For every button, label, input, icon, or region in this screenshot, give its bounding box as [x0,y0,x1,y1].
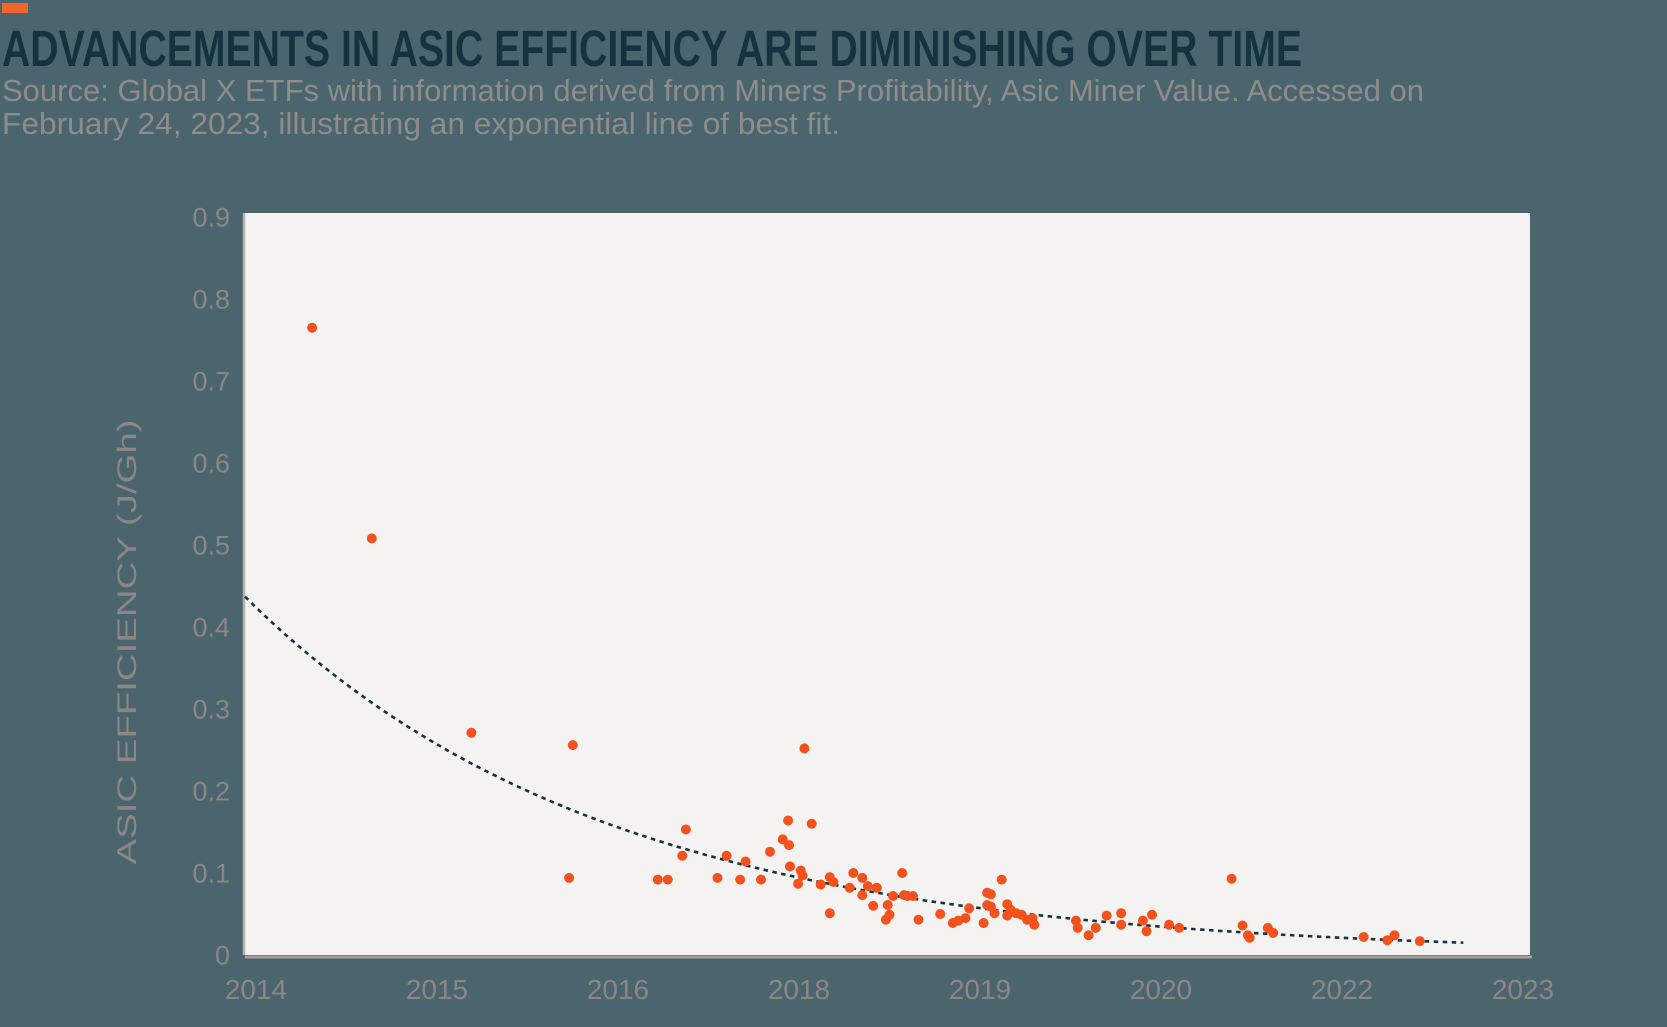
data-point [756,874,766,885]
x-tick-label: 2016 [587,974,649,1005]
data-point [913,914,924,925]
data-point [1244,932,1255,943]
data-point [1083,930,1094,941]
data-point [797,870,808,881]
data-point [884,909,895,920]
data-point [960,913,971,924]
data-point [799,743,810,754]
data-point [307,322,318,333]
data-point [1237,920,1248,931]
data-point [857,872,868,883]
y-tick-label: 0.4 [192,613,230,643]
data-point [1072,922,1083,933]
data-point [1226,873,1237,884]
data-point [1147,909,1157,920]
y-tick-label: 0.1 [192,859,230,889]
data-point [712,872,723,883]
data-point [1141,926,1152,937]
y-tick-label: 0.5 [192,531,230,561]
page-title: ADVANCEMENTS IN ASIC EFFICIENCY ARE DIMI… [2,20,1302,77]
data-point [908,891,918,901]
data-point [868,900,879,911]
data-point [785,861,795,872]
data-point [652,874,663,885]
data-point [871,882,882,893]
data-point [1116,908,1127,919]
data-point [783,815,794,826]
data-point [1389,930,1400,941]
x-tick-label: 2018 [768,974,830,1005]
data-point [828,877,839,887]
data-point [882,900,893,910]
y-tick-label: 0.3 [192,695,230,725]
scatter-points [307,322,1425,947]
data-point [1174,922,1185,933]
data-point [1414,936,1425,947]
data-point [815,879,826,890]
data-point [978,918,989,928]
data-point [735,874,746,885]
data-point [366,533,377,544]
data-point [985,889,996,900]
data-point [1358,932,1369,942]
data-point [1090,922,1101,933]
data-point [964,903,975,914]
data-point [857,890,868,901]
data-point [897,868,908,878]
data-point [765,846,775,857]
data-point [848,868,859,878]
data-point [1101,910,1112,921]
data-point [1164,919,1175,930]
data-point [721,850,732,861]
brand-accent-bar [2,3,28,13]
data-point [935,909,946,919]
y-tick-labels: 0 0.1 0.2 0.3 0.4 0.5 0.6 0.7 0.8 0.9 [192,203,230,971]
source-line-2: February 24, 2023, illustrating an expon… [2,106,840,141]
plot-area [245,213,1530,955]
y-tick-label: 0.9 [192,203,230,233]
y-tick-label: 0.2 [192,777,230,807]
x-tick-label: 2020 [1130,974,1192,1005]
scatter-chart: ASIC EFFICIENCY (J/Gh) 00.10.20.30.40.50… [112,203,1554,1006]
data-point [862,881,873,892]
y-axis-title: ASIC EFFICIENCY (J/Gh) [112,420,142,865]
data-point [662,874,673,885]
data-point [1382,935,1393,946]
data-point [740,856,751,867]
data-point [1029,919,1040,930]
x-tick-labels: 2014 2015 2016 2018 2019 2020 2022 2023 [225,974,1554,1005]
data-point [888,891,899,901]
x-tick-label: 2019 [949,974,1011,1005]
x-tick-label: 2015 [406,974,468,1005]
data-point [784,840,794,851]
data-point [793,878,804,889]
x-tick-label: 2022 [1311,974,1373,1005]
data-point [1116,919,1127,930]
y-tick-label: 0.6 [192,449,230,479]
x-tick-label: 2023 [1492,974,1554,1005]
data-point [677,850,688,861]
x-tick-label: 2014 [225,974,287,1005]
y-tick-label: 0 [215,941,230,971]
data-point [1137,915,1148,926]
data-point [844,882,855,893]
y-tick-label: 0.8 [192,285,230,315]
data-point [680,824,691,835]
header: ADVANCEMENTS IN ASIC EFFICIENCY ARE DIMI… [2,3,1424,141]
data-point [824,908,835,919]
y-tick-label: 0.7 [192,367,230,397]
data-point [1268,927,1279,938]
data-point [996,874,1007,885]
data-point [989,908,1000,919]
data-point [466,727,477,738]
data-point [806,818,817,829]
data-point [567,740,578,751]
data-point [564,872,575,883]
source-line-1: Source: Global X ETFs with information d… [2,73,1424,108]
